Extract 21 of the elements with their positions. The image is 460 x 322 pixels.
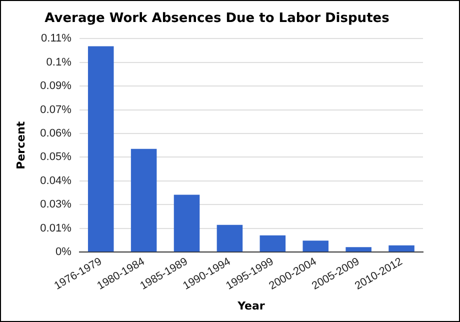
y-tick-label: 0% xyxy=(55,246,72,258)
x-axis-title: Year xyxy=(236,299,266,312)
y-tick-label: 0.05% xyxy=(40,151,72,164)
bar xyxy=(216,224,243,252)
y-tick-label: 0.11% xyxy=(41,32,72,45)
bar xyxy=(88,46,114,252)
y-tick-label: 0.1% xyxy=(46,56,72,68)
bar xyxy=(174,194,200,252)
bar xyxy=(130,148,157,252)
y-tick-label: 0.06% xyxy=(40,128,72,140)
chart-title: Average Work Absences Due to Labor Disputes xyxy=(44,11,390,26)
bar xyxy=(260,235,286,252)
bar xyxy=(346,247,372,252)
y-tick-label: 0.07% xyxy=(40,104,72,116)
y-tick-label: 0.09% xyxy=(40,80,72,92)
y-tick-label: 0.01% xyxy=(40,222,72,234)
bar xyxy=(388,245,414,252)
bar xyxy=(302,240,329,252)
y-tick-label: 0.03% xyxy=(40,198,72,211)
y-axis-title: Percent xyxy=(14,121,28,170)
y-tick-label: 0.04% xyxy=(40,174,72,187)
